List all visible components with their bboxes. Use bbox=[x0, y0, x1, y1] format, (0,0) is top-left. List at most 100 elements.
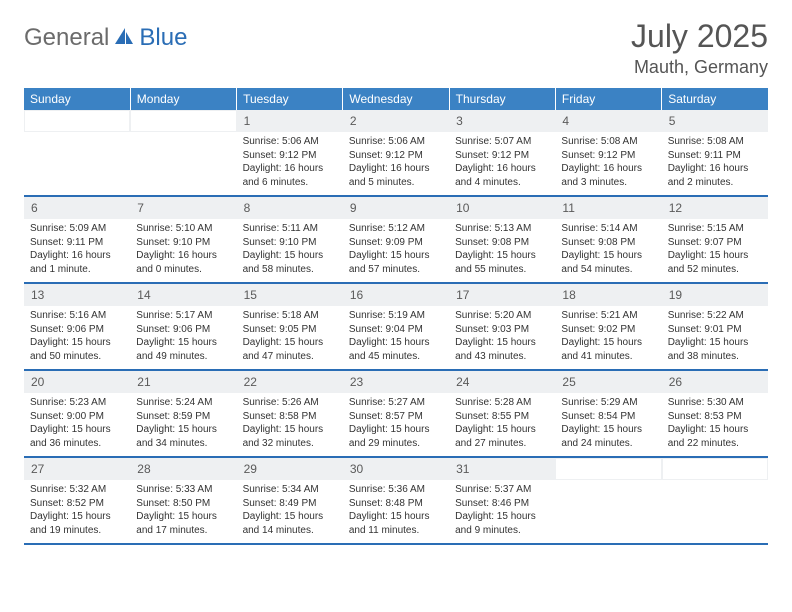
dayhdr-fri: Friday bbox=[555, 88, 661, 110]
sunset-text: Sunset: 8:52 PM bbox=[30, 497, 124, 511]
sunrise-text: Sunrise: 5:08 AM bbox=[668, 135, 762, 149]
sail-icon bbox=[113, 26, 135, 51]
daynum-cell bbox=[24, 110, 130, 132]
sunset-text: Sunset: 8:54 PM bbox=[561, 410, 655, 424]
daynum-cell: 7 bbox=[130, 196, 236, 219]
title-block: July 2025 Mauth, Germany bbox=[631, 18, 768, 78]
sunset-text: Sunset: 9:02 PM bbox=[561, 323, 655, 337]
day-content: Sunrise: 5:08 AMSunset: 9:11 PMDaylight:… bbox=[662, 132, 768, 195]
day-cell: Sunrise: 5:06 AMSunset: 9:12 PMDaylight:… bbox=[343, 132, 449, 196]
day-cell bbox=[24, 132, 130, 196]
day-header-row: Sunday Monday Tuesday Wednesday Thursday… bbox=[24, 88, 768, 110]
day-content: Sunrise: 5:16 AMSunset: 9:06 PMDaylight:… bbox=[24, 306, 130, 369]
daylight-text: Daylight: 16 hours and 0 minutes. bbox=[136, 249, 230, 276]
day-cell: Sunrise: 5:22 AMSunset: 9:01 PMDaylight:… bbox=[662, 306, 768, 370]
sunrise-text: Sunrise: 5:12 AM bbox=[349, 222, 443, 236]
sunrise-text: Sunrise: 5:08 AM bbox=[561, 135, 655, 149]
daynum-cell: 13 bbox=[24, 283, 130, 306]
sunrise-text: Sunrise: 5:29 AM bbox=[561, 396, 655, 410]
day-cell: Sunrise: 5:15 AMSunset: 9:07 PMDaylight:… bbox=[662, 219, 768, 283]
week-content-row: Sunrise: 5:16 AMSunset: 9:06 PMDaylight:… bbox=[24, 306, 768, 370]
daylight-text: Daylight: 15 hours and 43 minutes. bbox=[455, 336, 549, 363]
daynum-cell: 14 bbox=[130, 283, 236, 306]
daylight-text: Daylight: 15 hours and 34 minutes. bbox=[136, 423, 230, 450]
sunset-text: Sunset: 9:12 PM bbox=[455, 149, 549, 163]
day-number: 25 bbox=[556, 372, 660, 392]
day-content: Sunrise: 5:12 AMSunset: 9:09 PMDaylight:… bbox=[343, 219, 449, 282]
day-number: 17 bbox=[450, 285, 554, 305]
month-title: July 2025 bbox=[631, 18, 768, 55]
daylight-text: Daylight: 16 hours and 3 minutes. bbox=[561, 162, 655, 189]
dayhdr-thu: Thursday bbox=[449, 88, 555, 110]
day-number bbox=[131, 111, 235, 131]
daynum-cell bbox=[555, 457, 661, 480]
day-number: 28 bbox=[131, 459, 235, 479]
daylight-text: Daylight: 15 hours and 45 minutes. bbox=[349, 336, 443, 363]
brand-text-1: General bbox=[24, 24, 109, 52]
brand-text-2: Blue bbox=[139, 24, 187, 52]
day-cell: Sunrise: 5:13 AMSunset: 9:08 PMDaylight:… bbox=[449, 219, 555, 283]
day-number: 11 bbox=[556, 198, 660, 218]
sunrise-text: Sunrise: 5:10 AM bbox=[136, 222, 230, 236]
daynum-cell: 6 bbox=[24, 196, 130, 219]
sunset-text: Sunset: 8:48 PM bbox=[349, 497, 443, 511]
sunrise-text: Sunrise: 5:36 AM bbox=[349, 483, 443, 497]
day-cell: Sunrise: 5:11 AMSunset: 9:10 PMDaylight:… bbox=[237, 219, 343, 283]
daylight-text: Daylight: 15 hours and 58 minutes. bbox=[243, 249, 337, 276]
day-content: Sunrise: 5:24 AMSunset: 8:59 PMDaylight:… bbox=[130, 393, 236, 456]
day-cell bbox=[555, 480, 661, 544]
dayhdr-wed: Wednesday bbox=[343, 88, 449, 110]
sunset-text: Sunset: 8:59 PM bbox=[136, 410, 230, 424]
day-cell: Sunrise: 5:14 AMSunset: 9:08 PMDaylight:… bbox=[555, 219, 661, 283]
day-cell: Sunrise: 5:24 AMSunset: 8:59 PMDaylight:… bbox=[130, 393, 236, 457]
daynum-cell: 9 bbox=[343, 196, 449, 219]
day-cell: Sunrise: 5:27 AMSunset: 8:57 PMDaylight:… bbox=[343, 393, 449, 457]
day-number: 24 bbox=[450, 372, 554, 392]
sunset-text: Sunset: 9:08 PM bbox=[455, 236, 549, 250]
dayhdr-sun: Sunday bbox=[24, 88, 130, 110]
daylight-text: Daylight: 15 hours and 29 minutes. bbox=[349, 423, 443, 450]
daylight-text: Daylight: 15 hours and 41 minutes. bbox=[561, 336, 655, 363]
daylight-text: Daylight: 16 hours and 1 minute. bbox=[30, 249, 124, 276]
day-cell bbox=[662, 480, 768, 544]
day-number: 29 bbox=[238, 459, 342, 479]
day-content: Sunrise: 5:15 AMSunset: 9:07 PMDaylight:… bbox=[662, 219, 768, 282]
daynum-cell: 20 bbox=[24, 370, 130, 393]
daylight-text: Daylight: 16 hours and 6 minutes. bbox=[243, 162, 337, 189]
day-cell: Sunrise: 5:10 AMSunset: 9:10 PMDaylight:… bbox=[130, 219, 236, 283]
sunset-text: Sunset: 9:00 PM bbox=[30, 410, 124, 424]
day-content: Sunrise: 5:20 AMSunset: 9:03 PMDaylight:… bbox=[449, 306, 555, 369]
daylight-text: Daylight: 15 hours and 49 minutes. bbox=[136, 336, 230, 363]
day-number bbox=[556, 459, 660, 479]
day-cell: Sunrise: 5:18 AMSunset: 9:05 PMDaylight:… bbox=[237, 306, 343, 370]
sunset-text: Sunset: 8:53 PM bbox=[668, 410, 762, 424]
day-content: Sunrise: 5:10 AMSunset: 9:10 PMDaylight:… bbox=[130, 219, 236, 282]
daylight-text: Daylight: 15 hours and 11 minutes. bbox=[349, 510, 443, 537]
daylight-text: Daylight: 15 hours and 14 minutes. bbox=[243, 510, 337, 537]
sunset-text: Sunset: 9:12 PM bbox=[561, 149, 655, 163]
daylight-text: Daylight: 15 hours and 47 minutes. bbox=[243, 336, 337, 363]
day-content bbox=[130, 132, 236, 192]
week-daynum-row: 2728293031 bbox=[24, 457, 768, 480]
daynum-cell: 22 bbox=[237, 370, 343, 393]
daynum-cell: 3 bbox=[449, 110, 555, 132]
daynum-cell bbox=[662, 457, 768, 480]
daynum-cell: 21 bbox=[130, 370, 236, 393]
day-number bbox=[25, 111, 129, 131]
day-content: Sunrise: 5:21 AMSunset: 9:02 PMDaylight:… bbox=[555, 306, 661, 369]
day-number: 9 bbox=[344, 198, 448, 218]
day-cell: Sunrise: 5:23 AMSunset: 9:00 PMDaylight:… bbox=[24, 393, 130, 457]
week-daynum-row: 12345 bbox=[24, 110, 768, 132]
daylight-text: Daylight: 15 hours and 27 minutes. bbox=[455, 423, 549, 450]
sunrise-text: Sunrise: 5:24 AM bbox=[136, 396, 230, 410]
sunset-text: Sunset: 9:12 PM bbox=[243, 149, 337, 163]
day-cell: Sunrise: 5:34 AMSunset: 8:49 PMDaylight:… bbox=[237, 480, 343, 544]
sunrise-text: Sunrise: 5:37 AM bbox=[455, 483, 549, 497]
day-number: 22 bbox=[238, 372, 342, 392]
daynum-cell: 11 bbox=[555, 196, 661, 219]
day-cell: Sunrise: 5:32 AMSunset: 8:52 PMDaylight:… bbox=[24, 480, 130, 544]
week-daynum-row: 13141516171819 bbox=[24, 283, 768, 306]
sunset-text: Sunset: 8:58 PM bbox=[243, 410, 337, 424]
day-cell: Sunrise: 5:26 AMSunset: 8:58 PMDaylight:… bbox=[237, 393, 343, 457]
day-content: Sunrise: 5:34 AMSunset: 8:49 PMDaylight:… bbox=[237, 480, 343, 543]
